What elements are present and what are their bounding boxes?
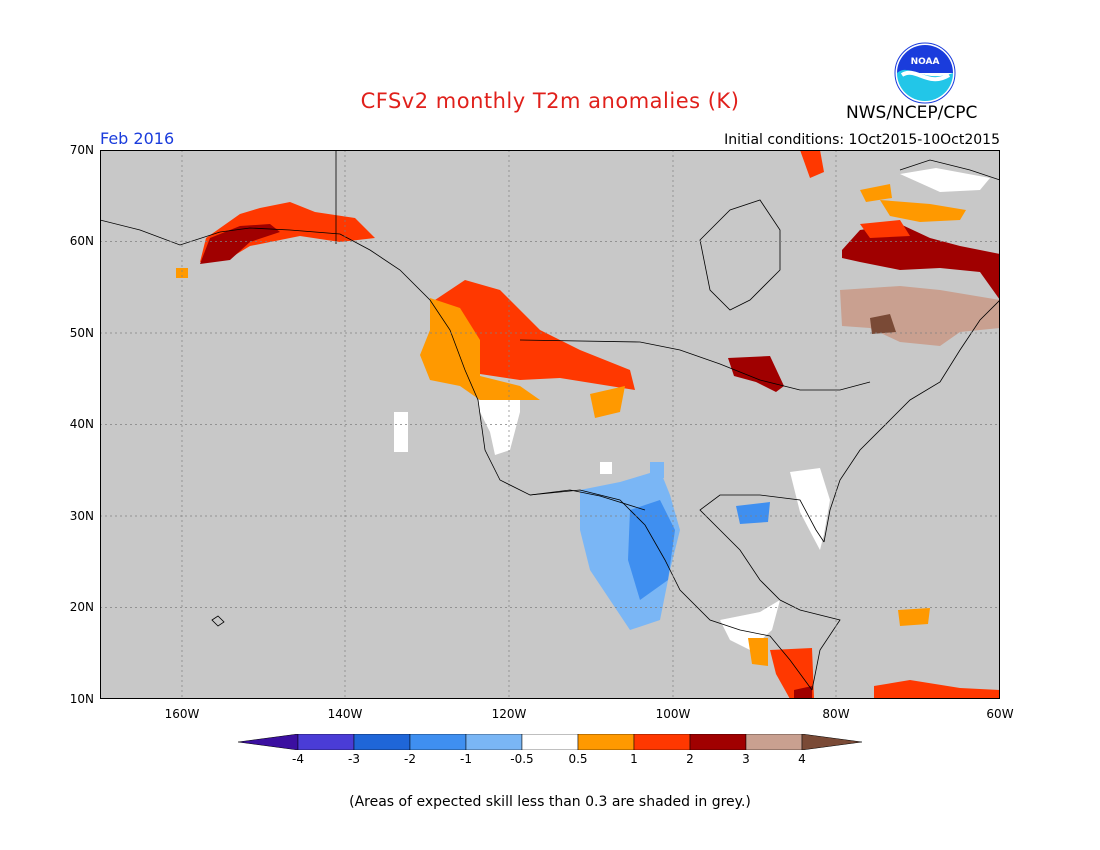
mexico-cool-anomaly [580, 462, 770, 630]
map-border [100, 150, 1000, 699]
initial-conditions: Initial conditions: 1Oct2015-10Oct2015 [724, 132, 1000, 148]
lat-label: 20N [69, 600, 94, 614]
colorbar-label: -2 [404, 752, 416, 766]
lat-label: 70N [69, 143, 94, 157]
colorbar-swatch [577, 734, 635, 750]
colorbar-swatch [409, 734, 467, 750]
footnote: (Areas of expected skill less than 0.3 a… [349, 794, 751, 810]
great-lakes-anomaly [728, 356, 784, 392]
forecast-month: Feb 2016 [100, 129, 175, 148]
caribbean-anomaly [874, 608, 1000, 699]
lon-label: 160W [164, 707, 200, 721]
east-canada-anomaly [800, 150, 1000, 346]
lon-label: 80W [822, 707, 850, 721]
colorbar-label: -4 [292, 752, 304, 766]
lon-label: 100W [655, 707, 691, 721]
lon-label: 60W [986, 707, 1014, 721]
lat-label: 60N [69, 234, 94, 248]
colorbar-swatch [465, 734, 523, 750]
colorbar-swatch [353, 734, 411, 750]
colorbar [238, 734, 862, 750]
chart-title: CFSv2 monthly T2m anomalies (K) [360, 89, 740, 113]
colorbar-label: 4 [798, 752, 806, 766]
colorbar-label: -0.5 [510, 752, 534, 766]
org-label: NWS/NCEP/CPC [846, 103, 978, 123]
colorbar-swatch [633, 734, 691, 750]
lat-label: 50N [69, 326, 94, 340]
central-america-anomaly [720, 600, 814, 699]
colorbar-label: -1 [460, 752, 472, 766]
colorbar-label: 2 [686, 752, 694, 766]
colorbar-swatch [521, 734, 579, 750]
noaa-logo: NOAA [894, 42, 956, 104]
lon-label: 120W [491, 707, 527, 721]
colorbar-swatch [297, 734, 355, 750]
colorbar-label: 0.5 [568, 752, 588, 766]
colorbar-swatch [801, 734, 862, 750]
lat-label: 40N [69, 417, 94, 431]
coastlines [100, 150, 1000, 691]
alaska-anomaly [176, 202, 375, 278]
southeast-white-anomaly [790, 468, 830, 550]
lat-label: 10N [69, 692, 94, 706]
colorbar-label: 1 [630, 752, 638, 766]
logo-text: NOAA [911, 57, 940, 67]
lat-label: 30N [69, 509, 94, 523]
gridlines [100, 150, 1000, 699]
colorbar-label: -3 [348, 752, 360, 766]
northwest-anomaly [394, 280, 635, 455]
anomaly-map [100, 150, 1000, 699]
colorbar-label: 3 [742, 752, 750, 766]
colorbar-swatch [745, 734, 803, 750]
lon-label: 140W [327, 707, 363, 721]
colorbar-swatch [238, 734, 299, 750]
colorbar-swatch [689, 734, 747, 750]
